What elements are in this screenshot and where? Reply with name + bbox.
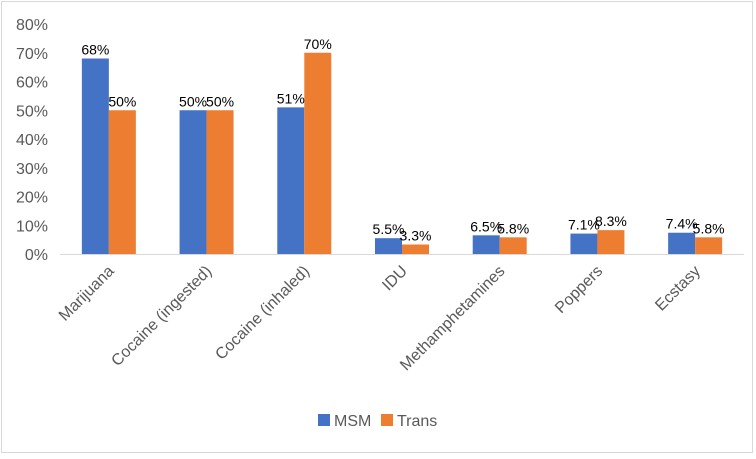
x-tick-label: Ecstasy [652, 263, 704, 315]
data-label: 50% [179, 93, 207, 109]
data-label: 70% [304, 36, 332, 52]
bar-msm-2 [277, 107, 305, 254]
bar-msm-1 [179, 110, 207, 254]
data-label: 50% [108, 93, 136, 109]
x-tick-label: Poppers [552, 263, 606, 317]
bar-trans-4 [499, 237, 527, 254]
bar-msm-3 [375, 238, 402, 254]
data-label: 68% [81, 42, 109, 58]
y-tick-label: 30% [16, 161, 48, 178]
bar-trans-5 [597, 230, 625, 254]
y-tick-label: 80% [16, 17, 48, 34]
bar-trans-6 [695, 237, 723, 254]
bar-msm-0 [81, 58, 109, 254]
data-label: 51% [277, 90, 305, 106]
y-tick-label: 60% [16, 75, 48, 92]
y-axis-ticks: 0% 10% 20% 30% 40% 50% 60% 70% 80% [16, 17, 48, 264]
bar-msm-5 [570, 233, 598, 254]
x-tick-label: Cocaine (ingested) [108, 263, 215, 370]
data-label: 7.4% [666, 216, 698, 232]
legend: MSM Trans [318, 413, 437, 430]
legend-label: MSM [334, 413, 371, 430]
data-label: 8.3% [595, 213, 627, 229]
bar-trans-3 [402, 244, 429, 254]
data-label: 3.3% [400, 228, 432, 244]
bar-trans-0 [108, 110, 136, 254]
data-label: 5.5% [373, 221, 405, 237]
y-tick-label: 20% [16, 190, 48, 207]
x-tick-label: IDU [379, 263, 411, 295]
chart-frame: 0% 10% 20% 30% 40% 50% 60% 70% 80% 68% 50% 50% 50% 5… [1, 1, 753, 453]
data-label: 50% [206, 93, 234, 109]
data-label: 5.8% [693, 220, 725, 236]
bar-msm-4 [472, 235, 500, 254]
data-label: 7.1% [568, 217, 600, 233]
y-tick-label: 70% [16, 46, 48, 63]
bar-msm-6 [668, 232, 696, 254]
bar-trans-2 [304, 52, 332, 254]
data-label: 6.5% [470, 218, 502, 234]
y-tick-label: 40% [16, 132, 48, 149]
y-tick-label: 10% [16, 218, 48, 235]
y-tick-label: 50% [16, 103, 48, 120]
legend-label: Trans [397, 413, 437, 430]
y-tick-label: 0% [25, 247, 48, 264]
x-tick-label: Marijuana [56, 263, 118, 325]
bar-trans-1 [206, 110, 234, 254]
data-label: 5.8% [497, 220, 529, 236]
bars [81, 52, 723, 254]
legend-swatch [381, 414, 393, 426]
bar-chart: 0%10%20%30%40%50%60%70%80% 68%50% 50%50% 5… [16, 17, 744, 430]
x-tick-label: Cocaine (inhaled) [212, 263, 313, 364]
data-labels: 68%50% 50%50% 51%70%5.5%3.3%6.5%5.8% 7.1%8.… [81, 36, 724, 244]
x-tick-label: Methamphetamines [397, 263, 508, 374]
legend-swatch [318, 414, 330, 426]
